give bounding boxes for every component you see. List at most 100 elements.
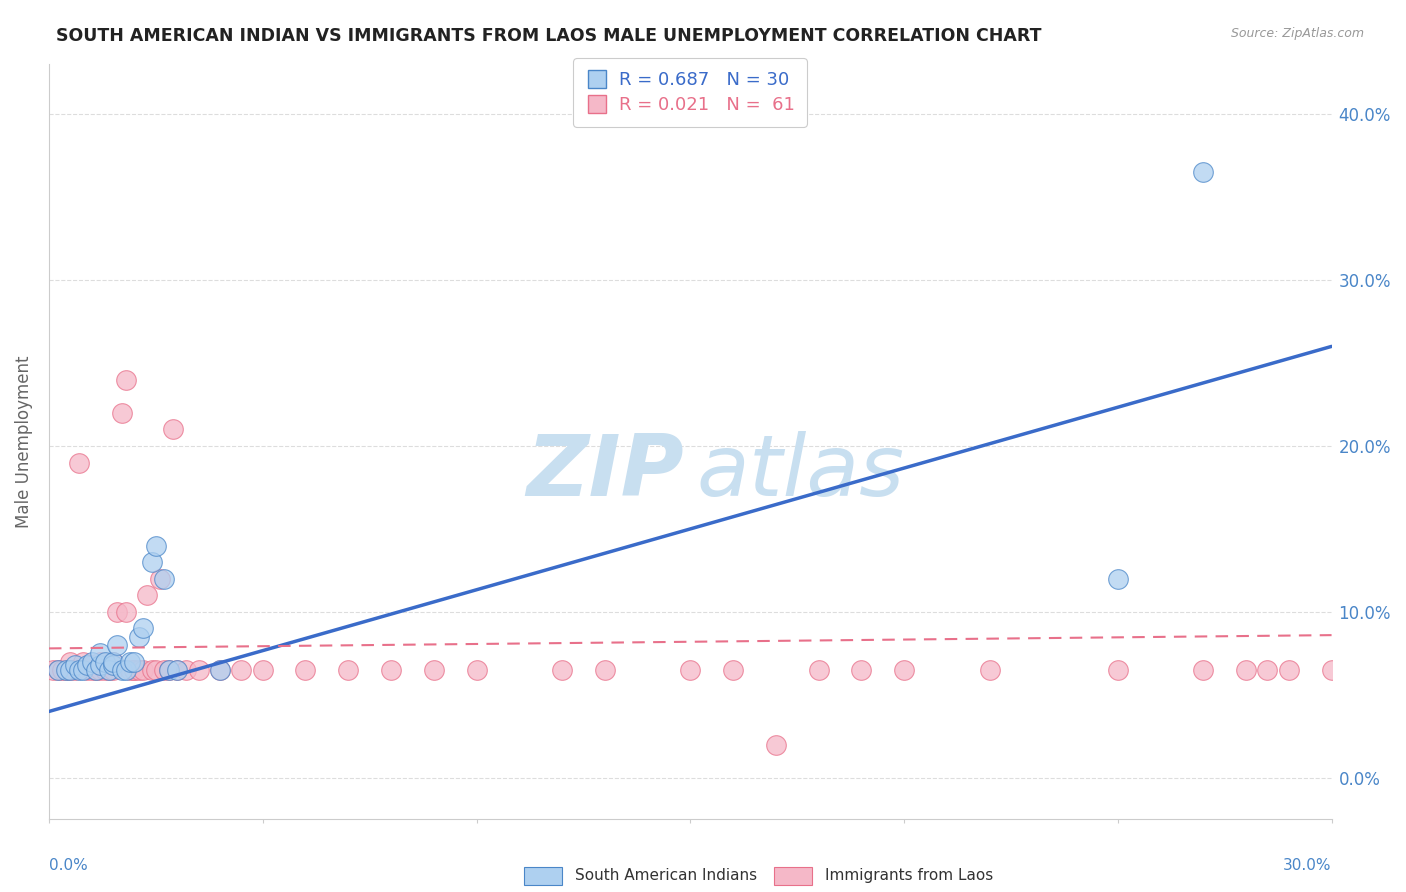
Text: Immigrants from Laos: Immigrants from Laos (825, 869, 993, 883)
Point (63, 663, 86, 677)
Point (979, 663, 1001, 677)
Point (208, 663, 231, 677)
Point (105, 605, 128, 619)
Point (136, 588, 159, 602)
Point (84, 663, 107, 677)
Text: 30.0%: 30.0% (1284, 858, 1331, 873)
Point (166, 663, 188, 677)
Point (765, 738, 787, 752)
Point (93, 663, 115, 677)
Text: atlas: atlas (697, 431, 904, 514)
Point (80, 655, 103, 669)
Point (89, 658, 111, 673)
Point (153, 663, 176, 677)
Point (1256, 663, 1278, 677)
Point (51, 663, 73, 677)
Point (422, 663, 444, 677)
Point (46, 663, 69, 677)
Text: SOUTH AMERICAN INDIAN VS IMMIGRANTS FROM LAOS MALE UNEMPLOYMENT CORRELATION CHAR: SOUTH AMERICAN INDIAN VS IMMIGRANTS FROM… (56, 27, 1042, 45)
Point (551, 663, 574, 677)
Point (59, 663, 82, 677)
Legend: R = 0.687   N = 30, R = 0.021   N =  61: R = 0.687 N = 30, R = 0.021 N = 61 (574, 58, 807, 127)
Point (42, 663, 65, 677)
Point (124, 663, 146, 677)
Point (166, 663, 188, 677)
Point (101, 658, 124, 673)
Point (72, 655, 94, 669)
Point (97, 663, 120, 677)
Point (67, 663, 90, 677)
Point (1192, 663, 1215, 677)
Text: South American Indians: South American Indians (575, 869, 756, 883)
Point (93, 655, 115, 669)
Point (124, 663, 146, 677)
Point (101, 655, 124, 669)
Point (851, 663, 873, 677)
Point (55, 663, 77, 677)
Point (893, 663, 915, 677)
Point (380, 663, 402, 677)
Point (1320, 663, 1343, 677)
Point (89, 655, 111, 669)
Point (145, 663, 167, 677)
Point (76, 663, 98, 677)
Point (59, 663, 82, 677)
Point (149, 572, 172, 586)
Point (115, 663, 138, 677)
Point (294, 663, 316, 677)
Point (101, 655, 124, 669)
Point (67, 456, 90, 470)
Point (132, 622, 155, 636)
Text: 0.0%: 0.0% (49, 858, 87, 873)
Point (721, 663, 744, 677)
Point (80, 658, 103, 673)
Text: ZIP: ZIP (526, 431, 683, 514)
Text: Source: ZipAtlas.com: Source: ZipAtlas.com (1230, 27, 1364, 40)
Point (157, 663, 180, 677)
Point (63, 658, 86, 673)
Y-axis label: Male Unemployment: Male Unemployment (15, 356, 32, 528)
Point (101, 663, 124, 677)
Point (124, 655, 146, 669)
Point (89, 646, 111, 660)
Point (72, 663, 94, 677)
Point (162, 422, 184, 436)
Point (679, 663, 702, 677)
Point (46, 663, 69, 677)
Point (128, 630, 150, 644)
Point (115, 605, 138, 619)
Bar (523, 867, 562, 885)
Point (593, 663, 616, 677)
Point (115, 373, 138, 387)
Point (157, 663, 180, 677)
Point (89, 663, 111, 677)
Point (1107, 572, 1129, 586)
Point (174, 663, 197, 677)
Point (141, 555, 163, 569)
Point (1192, 165, 1215, 179)
Point (111, 406, 134, 420)
Point (807, 663, 830, 677)
Point (76, 658, 98, 673)
Point (1107, 663, 1129, 677)
Point (59, 655, 82, 669)
Point (55, 663, 77, 677)
Point (145, 539, 167, 553)
Point (120, 663, 142, 677)
Point (128, 663, 150, 677)
Point (80, 663, 103, 677)
Point (84, 663, 107, 677)
Point (1278, 663, 1301, 677)
Point (1234, 663, 1257, 677)
Point (132, 663, 155, 677)
Point (141, 663, 163, 677)
Point (337, 663, 360, 677)
Point (252, 663, 274, 677)
Bar (773, 867, 813, 885)
Point (120, 655, 142, 669)
Point (105, 638, 128, 652)
Point (97, 663, 120, 677)
Point (231, 663, 253, 677)
Point (111, 663, 134, 677)
Point (208, 663, 231, 677)
